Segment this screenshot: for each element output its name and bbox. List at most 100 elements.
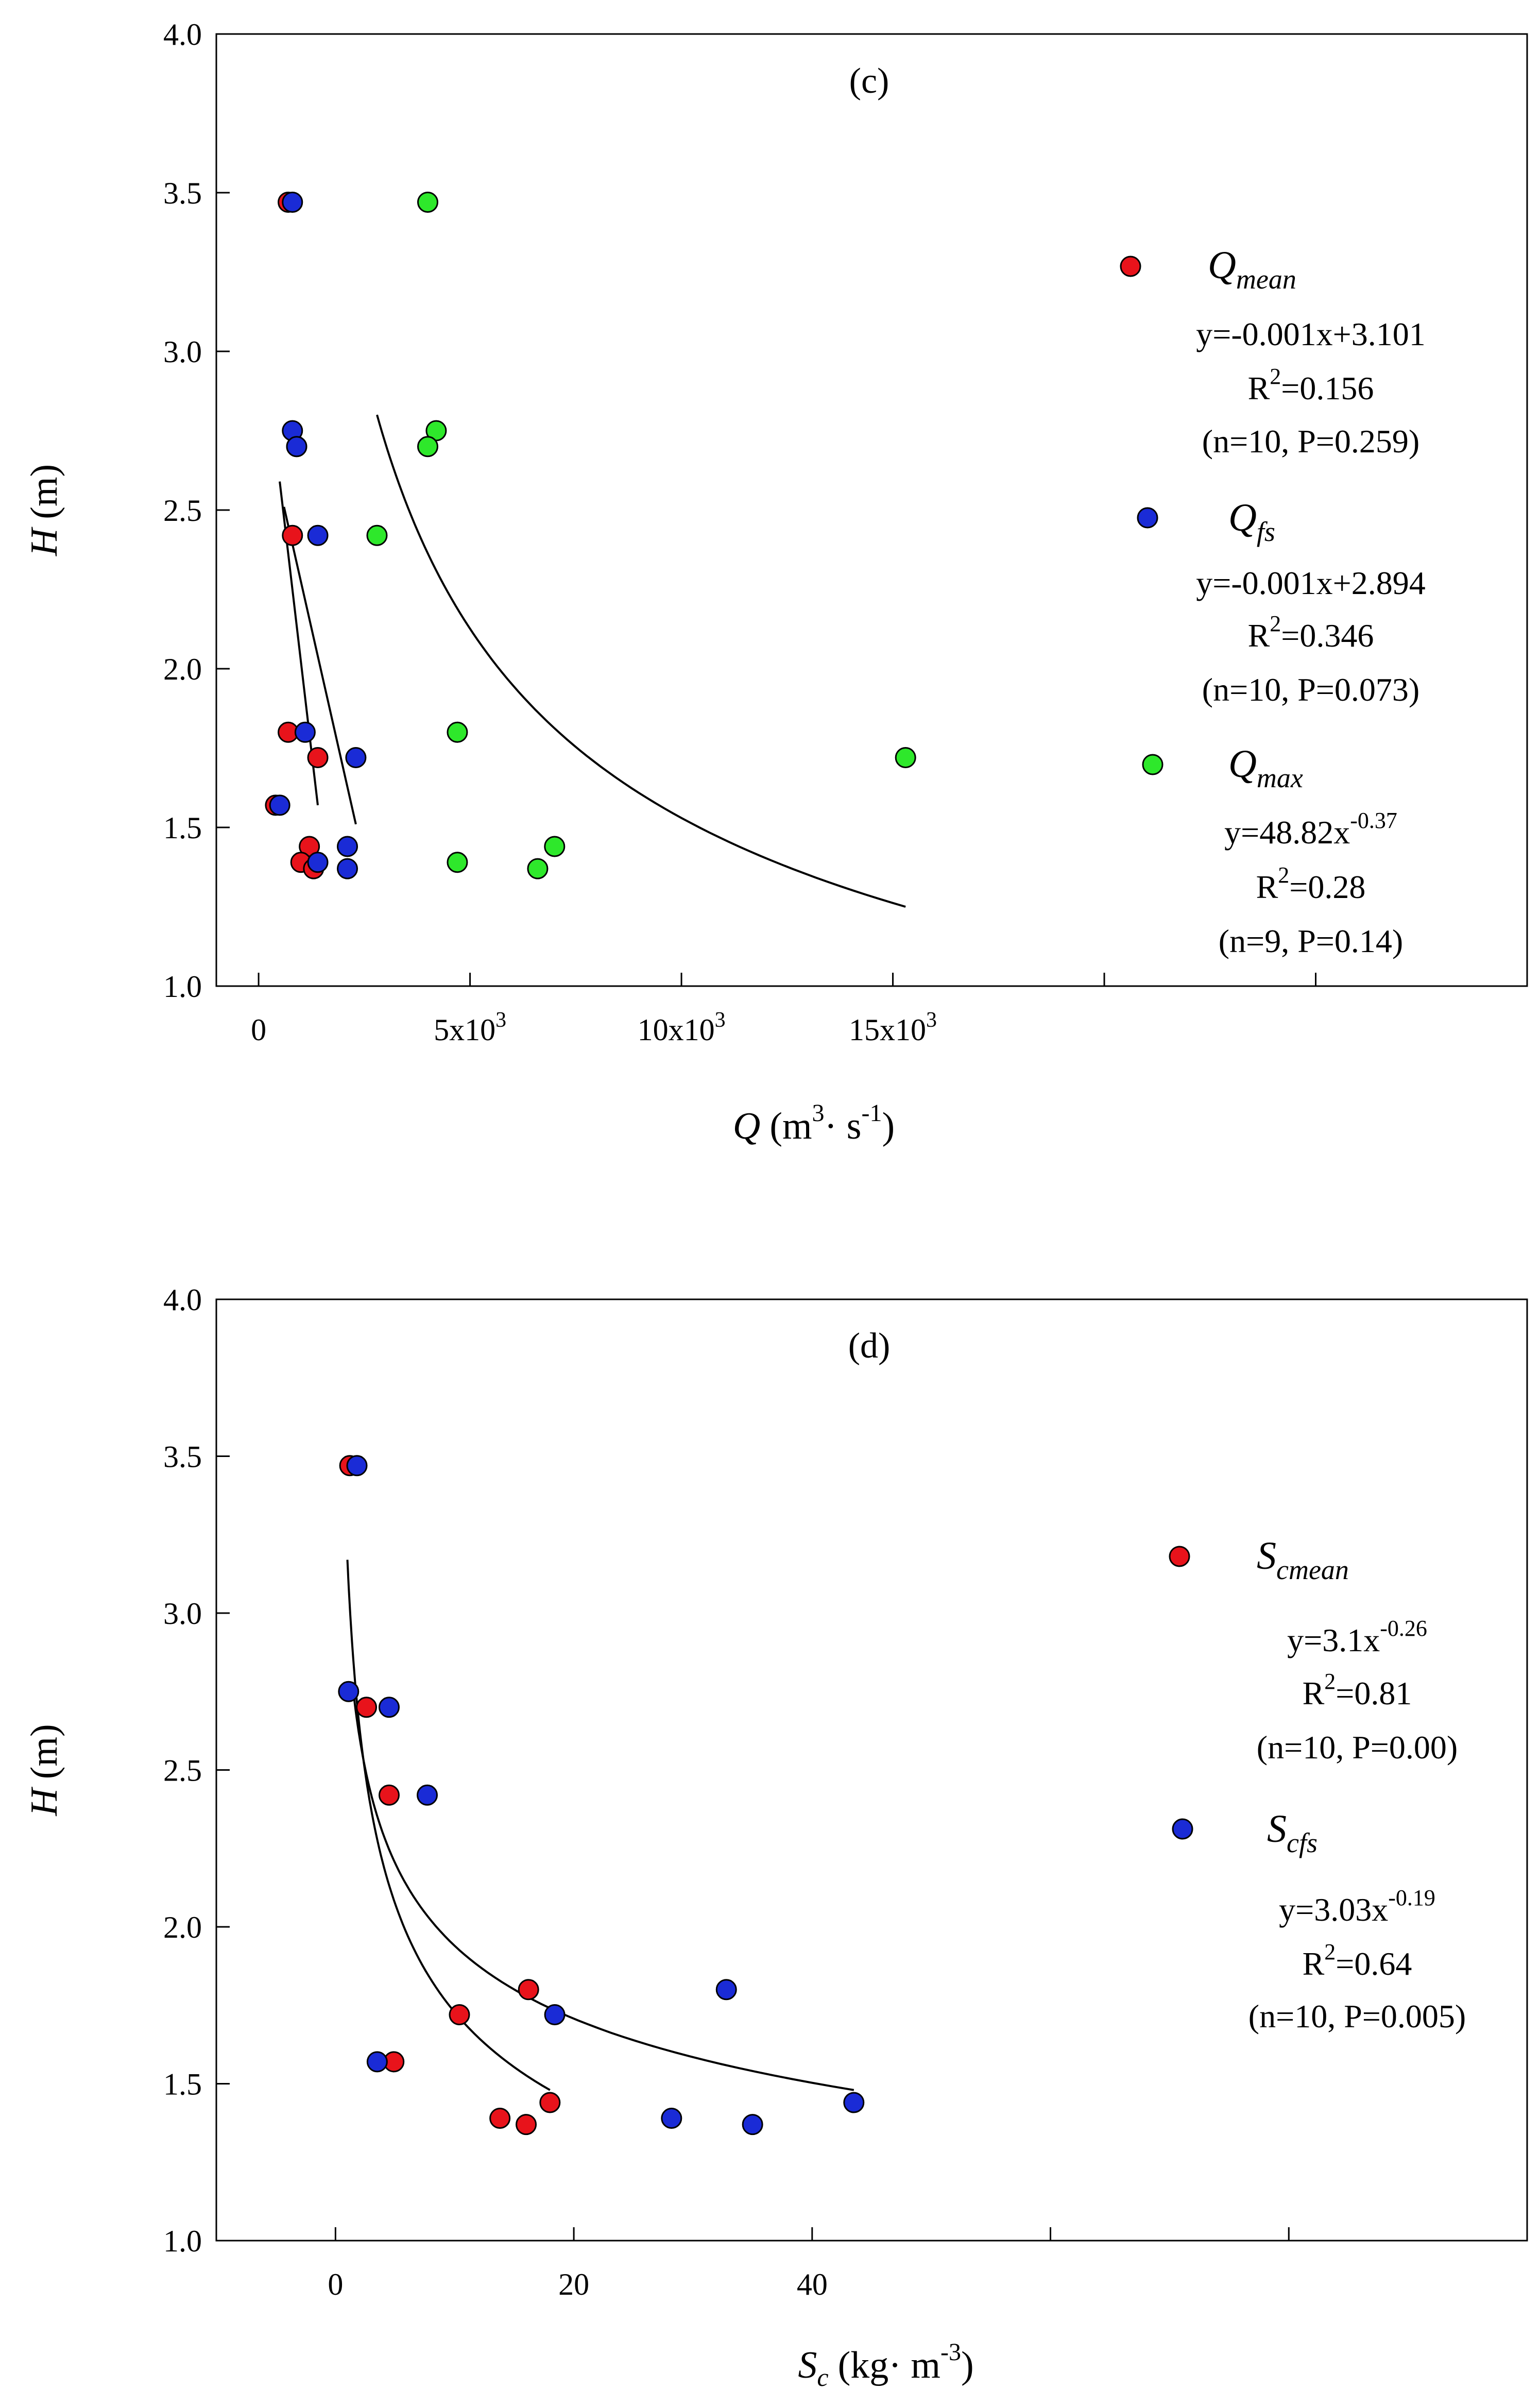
x-tick-label: 5x103 (434, 1008, 506, 1047)
r-squared-value: =0.81 (1336, 1675, 1412, 1712)
data-point-max (544, 836, 566, 857)
legend-equation: y=-0.001x+3.101 (1196, 316, 1426, 352)
y-tick-label: 1.5 (163, 811, 202, 845)
x-axis-unit: (kg· m (838, 2344, 940, 2386)
legend-label-max: Qmax (1228, 742, 1303, 793)
data-point-cfs (417, 1784, 438, 1806)
data-point-fs (337, 858, 358, 879)
y-tick-label: 2.0 (163, 1910, 202, 1944)
data-point-fs (294, 721, 316, 743)
equation-base: y=3.03x (1279, 1891, 1388, 1928)
legend-marker-mean (1120, 256, 1141, 277)
x-tick-base: 10x10 (638, 1013, 715, 1047)
data-point-cfs (843, 2092, 865, 2113)
equation-base: y=-0.001x+2.894 (1196, 565, 1426, 601)
x-tick-base: 0 (251, 1013, 266, 1047)
legend-subscript: cfs (1287, 1827, 1317, 1858)
equation-exponent: -0.19 (1388, 1885, 1435, 1910)
y-tick-label: 1.0 (163, 2224, 202, 2258)
x-axis-unit-exponent: -3 (940, 2339, 961, 2366)
r-squared-exponent: 2 (1270, 611, 1281, 636)
legend-label-fs: Qfs (1228, 496, 1275, 547)
legend-stats: (n=10, P=0.005) (1248, 1998, 1466, 2035)
legend-subscript: fs (1257, 516, 1275, 547)
y-tick-label: 3.5 (163, 1440, 202, 1474)
legend-subscript: max (1257, 763, 1303, 793)
legend-label-cfs: Scfs (1267, 1807, 1317, 1858)
data-point-max (417, 191, 438, 213)
legend-r-squared: R2=0.346 (1248, 611, 1374, 654)
legend-r-squared: R2=0.28 (1256, 862, 1366, 905)
legend-stats: (n=10, P=0.073) (1202, 671, 1419, 708)
y-tick-label: 1.5 (163, 2068, 202, 2102)
x-tick-exponent: 3 (715, 1008, 726, 1032)
legend-subscript: cmean (1276, 1554, 1349, 1585)
x-axis-var: S (798, 2344, 817, 2386)
equation-exponent: -0.26 (1380, 1616, 1427, 1641)
x-axis-unit-mid: · s (825, 1105, 862, 1147)
data-point-cmean (489, 2107, 511, 2129)
data-point-cmean (356, 1697, 378, 1718)
x-tick-label: 15x103 (849, 1008, 937, 1047)
y-tick-label: 2.5 (163, 494, 202, 528)
r-squared-exponent: 2 (1278, 862, 1289, 888)
y-tick-label: 1.0 (163, 970, 202, 1004)
data-point-fs (269, 794, 290, 816)
r-squared-label: R (1248, 370, 1270, 406)
x-axis-unit-end: ) (961, 2344, 974, 2386)
data-point-fs (307, 852, 329, 873)
legend-label-mean: Qmean (1208, 244, 1296, 295)
r-squared-label: R (1303, 1675, 1325, 1712)
x-axis-title: Q (m3· s-1) (733, 1099, 895, 1147)
y-axis-var: H (23, 1787, 65, 1817)
y-axis-unit: (m) (23, 464, 65, 519)
chart-panel-c: 1.01.52.02.53.03.54.00 5x103 10x103 15x103(… (23, 18, 1528, 1147)
fit-line-fs (283, 506, 357, 825)
data-point-mean (282, 524, 303, 546)
data-point-fs (282, 191, 303, 213)
legend-equation: y=48.82x-0.37 (1224, 808, 1397, 851)
r-squared-exponent: 2 (1324, 1669, 1336, 1694)
data-point-cfs (742, 2114, 763, 2136)
x-tick-label: 40 (797, 2267, 828, 2301)
r-squared-value: =0.156 (1281, 370, 1374, 406)
x-tick-label: 0 (328, 2267, 343, 2301)
legend-marker-cmean (1169, 1546, 1190, 1567)
fit-line-max (376, 414, 906, 908)
y-tick-label: 3.5 (163, 176, 202, 210)
legend-subscript: mean (1236, 264, 1296, 295)
x-tick-base: 20 (558, 2267, 589, 2301)
y-tick-label: 2.5 (163, 1754, 202, 1788)
r-squared-label: R (1256, 869, 1278, 905)
r-squared-value: =0.64 (1336, 1945, 1412, 1982)
legend-r-squared: R2=0.156 (1248, 364, 1374, 406)
r-squared-exponent: 2 (1324, 1939, 1336, 1964)
legend-equation: y=-0.001x+2.894 (1196, 565, 1426, 601)
legend-var: Q (1228, 742, 1257, 786)
x-tick-base: 5x10 (434, 1013, 495, 1047)
data-point-cmean (518, 1979, 539, 2001)
equation-exponent: -0.37 (1350, 808, 1397, 833)
legend-stats: (n=10, P=0.00) (1257, 1729, 1458, 1766)
r-squared-value: =0.346 (1281, 617, 1374, 654)
y-axis-title: H (m) (23, 1724, 65, 1816)
x-axis-var: Q (733, 1105, 760, 1147)
data-point-fs (345, 747, 367, 768)
x-axis-unit: (m (769, 1105, 812, 1147)
y-tick-label: 4.0 (163, 1283, 202, 1317)
r-squared-label: R (1248, 617, 1270, 654)
legend-marker-max (1142, 754, 1163, 775)
data-point-cmean (378, 1784, 400, 1806)
y-tick-label: 3.0 (163, 335, 202, 369)
data-point-max (895, 747, 916, 768)
r-squared-label: R (1303, 1945, 1325, 1982)
y-axis-title: H (m) (23, 464, 65, 556)
x-tick-exponent: 3 (495, 1008, 506, 1032)
data-point-max (366, 524, 388, 546)
legend-var: Q (1228, 496, 1257, 539)
y-tick-label: 2.0 (163, 652, 202, 686)
x-tick-label: 0 (251, 1013, 266, 1047)
data-point-cfs (544, 2004, 566, 2026)
